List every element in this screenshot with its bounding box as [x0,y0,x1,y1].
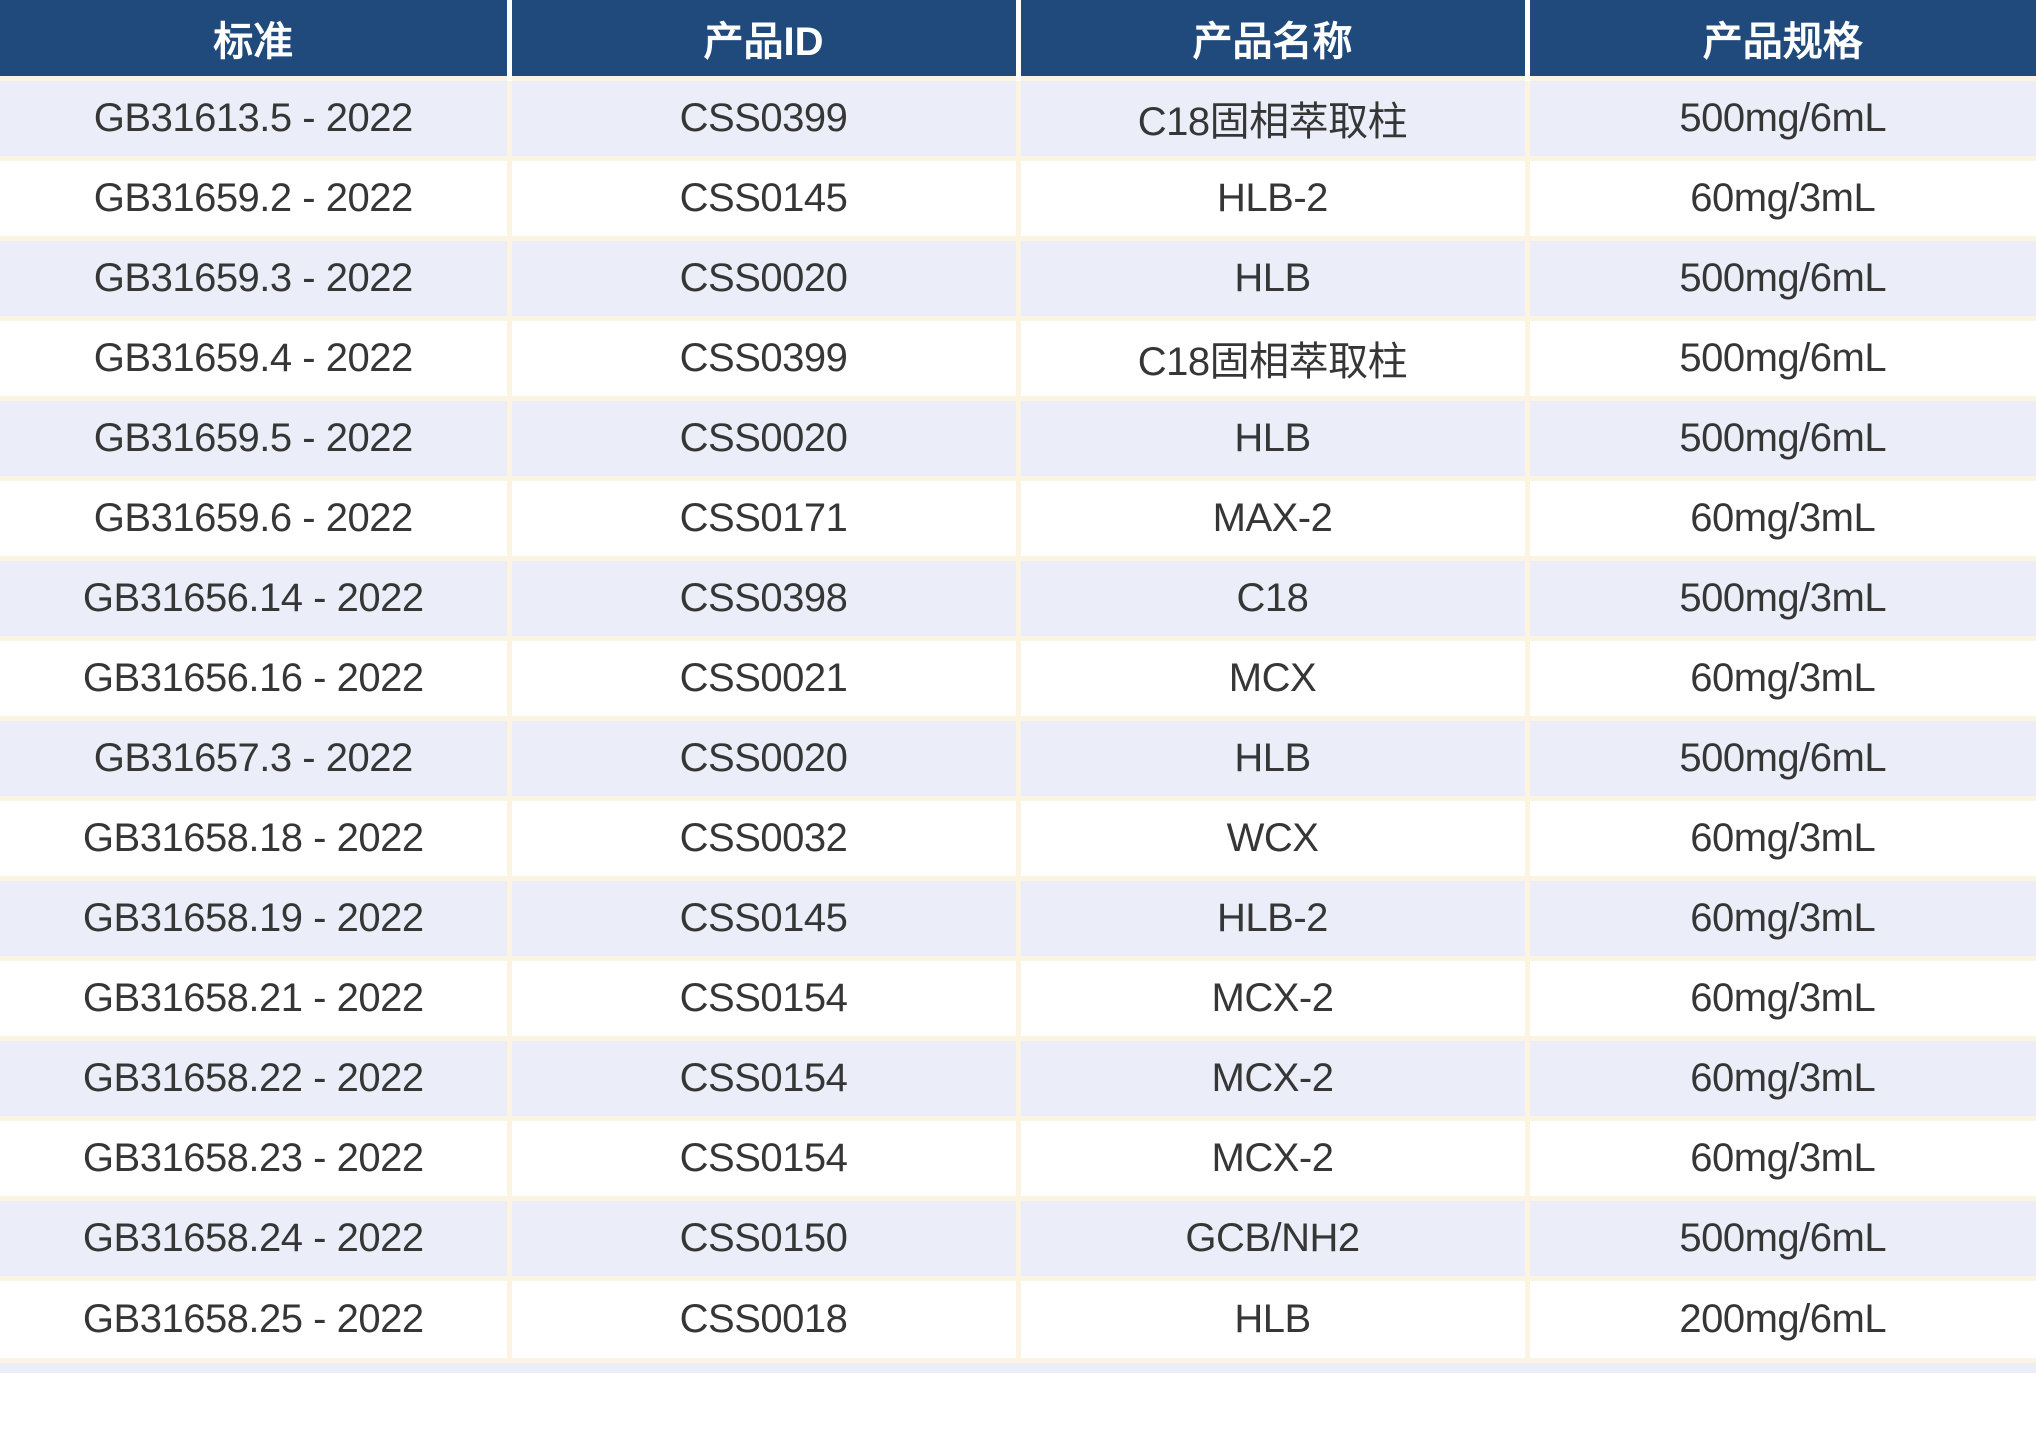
cell-product-name: C18固相萃取柱 [1018,315,1530,398]
cell-standard: GB31658.21 - 2022 [0,955,512,1038]
cell-standard: GB31657.3 - 2022 [0,715,512,798]
cell-product-name: HLB-2 [1018,155,1530,238]
column-header-standard: 标准 [0,0,512,78]
table-row: GB31658.19 - 2022 CSS0145 HLB-2 60mg/3mL [0,875,2036,958]
table-row: GB31656.16 - 2022 CSS0021 MCX 60mg/3mL [0,635,2036,718]
cell-product-id: CSS0154 [509,955,1021,1038]
cell-product-spec: 60mg/3mL [1527,955,2036,1038]
cell-product-name: MCX-2 [1018,955,1530,1038]
column-header-product-id: 产品ID [509,0,1021,78]
cell-product-id: CSS0150 [509,1195,1021,1278]
cell-product-name: GCB/NH2 [1018,1195,1530,1278]
cell-product-name: HLB [1018,235,1530,318]
table-row: GB31659.5 - 2022 CSS0020 HLB 500mg/6mL [0,395,2036,478]
product-standards-table: 标准 产品ID 产品名称 产品规格 GB31613.5 - 2022 CSS039… [0,0,2036,1358]
cell-standard: GB31658.18 - 2022 [0,795,512,878]
cell-product-spec: 60mg/3mL [1527,635,2036,718]
header-row: 标准 产品ID 产品名称 产品规格 [0,0,2036,78]
cell-product-id: CSS0399 [509,315,1021,398]
cell-product-id: CSS0398 [509,555,1021,638]
cell-standard: GB31659.6 - 2022 [0,475,512,558]
cell-product-name: MCX-2 [1018,1035,1530,1118]
cell-standard: GB31659.3 - 2022 [0,235,512,318]
cell-product-spec: 500mg/6mL [1527,315,2036,398]
cell-standard: GB31659.4 - 2022 [0,315,512,398]
cell-product-id: CSS0018 [509,1275,1021,1358]
cell-product-spec: 60mg/3mL [1527,875,2036,958]
table-row: GB31658.21 - 2022 CSS0154 MCX-2 60mg/3mL [0,955,2036,1038]
cell-product-spec: 60mg/3mL [1527,1115,2036,1198]
cell-product-name: MCX [1018,635,1530,718]
column-header-product-name: 产品名称 [1018,0,1530,78]
cell-product-spec: 500mg/6mL [1527,1195,2036,1278]
cell-standard: GB31658.25 - 2022 [0,1275,512,1358]
cell-product-id: CSS0020 [509,715,1021,798]
table-row: GB31659.4 - 2022 CSS0399 C18固相萃取柱 500mg/6mL [0,315,2036,398]
table-header: 标准 产品ID 产品名称 产品规格 [0,0,2036,78]
partial-next-row-sliver [0,1363,2036,1373]
cell-standard: GB31613.5 - 2022 [0,75,512,158]
bottom-grid-line [0,1358,2036,1363]
cell-product-name: MAX-2 [1018,475,1530,558]
table-row: GB31658.25 - 2022 CSS0018 HLB 200mg/6mL [0,1275,2036,1358]
table-row: GB31659.6 - 2022 CSS0171 MAX-2 60mg/3mL [0,475,2036,558]
cell-standard: GB31656.14 - 2022 [0,555,512,638]
cell-product-spec: 60mg/3mL [1527,795,2036,878]
cell-standard: GB31656.16 - 2022 [0,635,512,718]
cell-product-name: HLB [1018,395,1530,478]
cell-product-spec: 500mg/6mL [1527,715,2036,798]
cell-standard: GB31658.24 - 2022 [0,1195,512,1278]
cell-product-id: CSS0020 [509,395,1021,478]
cell-product-id: CSS0171 [509,475,1021,558]
cell-product-id: CSS0145 [509,875,1021,958]
cell-standard: GB31659.2 - 2022 [0,155,512,238]
cell-product-id: CSS0399 [509,75,1021,158]
cell-product-id: CSS0021 [509,635,1021,718]
table-row: GB31658.22 - 2022 CSS0154 MCX-2 60mg/3mL [0,1035,2036,1118]
cell-product-id: CSS0032 [509,795,1021,878]
cell-standard: GB31658.23 - 2022 [0,1115,512,1198]
table-body: GB31613.5 - 2022 CSS0399 C18固相萃取柱 500mg/6mL… [0,75,2036,1358]
cell-product-spec: 60mg/3mL [1527,475,2036,558]
table-row: GB31658.24 - 2022 CSS0150 GCB/NH2 500mg/6mL [0,1195,2036,1278]
cell-product-name: C18固相萃取柱 [1018,75,1530,158]
cell-product-name: WCX [1018,795,1530,878]
cell-standard: GB31658.19 - 2022 [0,875,512,958]
cell-product-id: CSS0154 [509,1115,1021,1198]
table-row: GB31658.18 - 2022 CSS0032 WCX 60mg/3mL [0,795,2036,878]
cell-product-spec: 500mg/3mL [1527,555,2036,638]
cell-product-name: HLB-2 [1018,875,1530,958]
table-row: GB31658.23 - 2022 CSS0154 MCX-2 60mg/3mL [0,1115,2036,1198]
cell-product-name: HLB [1018,1275,1530,1358]
cell-product-spec: 500mg/6mL [1527,235,2036,318]
cell-product-spec: 60mg/3mL [1527,1035,2036,1118]
table-row: GB31659.3 - 2022 CSS0020 HLB 500mg/6mL [0,235,2036,318]
cell-product-id: CSS0020 [509,235,1021,318]
cell-product-id: CSS0145 [509,155,1021,238]
cell-product-spec: 200mg/6mL [1527,1275,2036,1358]
table-row: GB31656.14 - 2022 CSS0398 C18 500mg/3mL [0,555,2036,638]
cell-standard: GB31659.5 - 2022 [0,395,512,478]
cell-product-spec: 500mg/6mL [1527,395,2036,478]
cell-product-name: HLB [1018,715,1530,798]
table-row: GB31613.5 - 2022 CSS0399 C18固相萃取柱 500mg/6mL [0,75,2036,158]
cell-standard: GB31658.22 - 2022 [0,1035,512,1118]
cell-product-id: CSS0154 [509,1035,1021,1118]
cell-product-spec: 60mg/3mL [1527,155,2036,238]
column-header-product-spec: 产品规格 [1527,0,2036,78]
table-row: GB31657.3 - 2022 CSS0020 HLB 500mg/6mL [0,715,2036,798]
table-row: GB31659.2 - 2022 CSS0145 HLB-2 60mg/3mL [0,155,2036,238]
cell-product-spec: 500mg/6mL [1527,75,2036,158]
cell-product-name: MCX-2 [1018,1115,1530,1198]
cell-product-name: C18 [1018,555,1530,638]
